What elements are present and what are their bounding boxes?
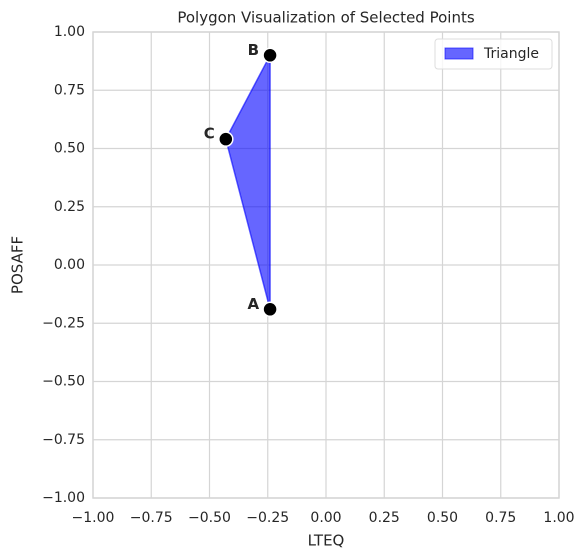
x-tick-label: 1.00 — [543, 510, 574, 526]
legend-swatch — [444, 47, 474, 60]
point — [262, 301, 278, 318]
x-tick-label: −0.25 — [246, 510, 289, 526]
y-tick-label: 0.75 — [54, 82, 85, 98]
chart-title: Polygon Visualization of Selected Points — [177, 9, 474, 27]
y-axis-label: POSAFF — [9, 236, 27, 294]
legend-label: Triangle — [483, 46, 539, 62]
x-tick-label: −0.50 — [188, 510, 231, 526]
x-tick-label: 0.25 — [369, 510, 400, 526]
point-label: A — [247, 295, 259, 313]
x-tick-label: 0.50 — [427, 510, 458, 526]
legend-box — [434, 38, 553, 70]
y-tick-label: 0.25 — [54, 199, 85, 215]
point — [262, 47, 278, 64]
y-tick-label: 0.50 — [54, 141, 85, 157]
point — [218, 131, 234, 147]
x-axis-label: LTEQ — [308, 532, 345, 550]
point-label: B — [248, 41, 259, 59]
y-tick-label: −0.25 — [42, 315, 85, 331]
y-tick-label: −1.00 — [42, 490, 85, 506]
point-label: C — [204, 125, 215, 143]
x-tick-label: 0.00 — [310, 510, 341, 526]
y-tick-label: −0.75 — [42, 432, 85, 448]
x-tick-label: 0.75 — [485, 510, 516, 526]
x-tick-label: −1.00 — [72, 510, 115, 526]
x-tick-label: −0.75 — [130, 510, 173, 526]
y-tick-label: −0.50 — [42, 374, 85, 390]
plot-frame — [92, 31, 560, 499]
y-tick-label: 1.00 — [54, 24, 85, 40]
y-tick-label: 0.00 — [54, 257, 85, 273]
polygon-area — [225, 54, 271, 310]
